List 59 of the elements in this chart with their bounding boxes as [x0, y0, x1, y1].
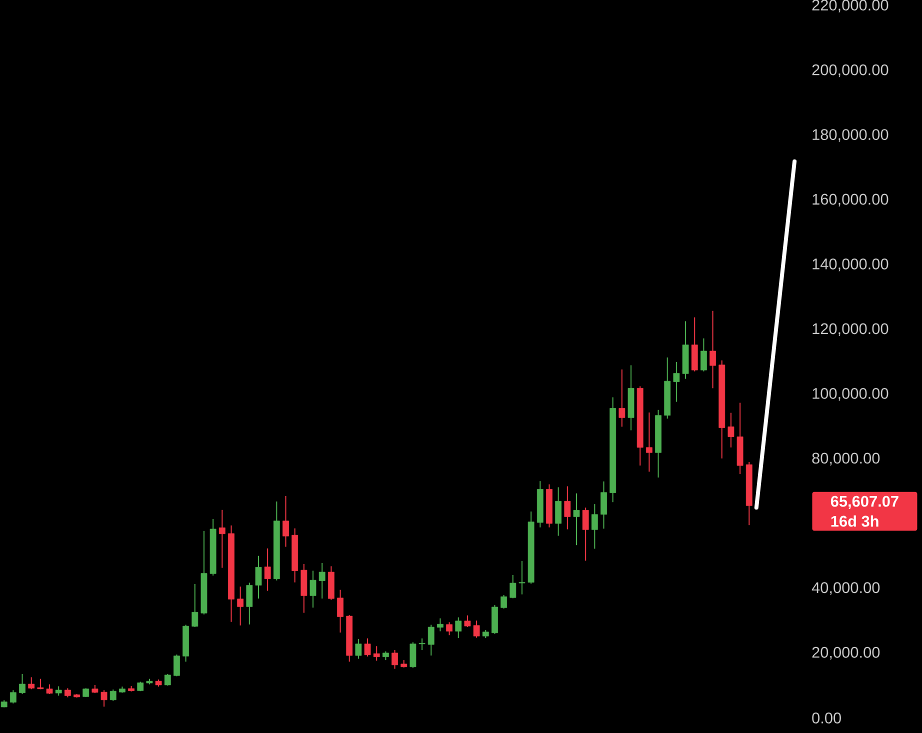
candlestick	[591, 504, 598, 550]
y-tick-label: 140,000.00	[812, 258, 888, 272]
candlestick	[428, 624, 434, 656]
candlestick	[10, 690, 16, 704]
candlestick	[64, 688, 71, 698]
candlestick	[46, 684, 53, 695]
candlestick	[518, 560, 526, 595]
candlestick	[19, 673, 26, 695]
candlestick	[373, 646, 380, 662]
candlestick	[392, 650, 398, 670]
candlestick	[264, 548, 271, 592]
candlestick	[418, 638, 426, 651]
candlestick	[510, 574, 516, 599]
candlestick	[455, 616, 462, 639]
candlestick	[28, 676, 35, 690]
candlestick	[237, 586, 244, 626]
candlestick	[582, 507, 589, 562]
candlestick	[55, 686, 62, 696]
text: 16d 3h	[831, 515, 878, 527]
candlestick	[646, 412, 652, 472]
candlestick	[410, 642, 416, 668]
candlestick	[337, 589, 344, 634]
candlestick	[618, 368, 626, 428]
candlestick	[437, 618, 444, 632]
candlestick	[218, 509, 226, 568]
y-tick-label: 120,000.00	[812, 323, 888, 336]
candlestick	[555, 486, 562, 536]
y-tick-label: 160,000.00	[812, 194, 888, 207]
candlestick	[364, 638, 371, 658]
candlestick	[700, 338, 707, 372]
candlestick	[318, 562, 326, 600]
candlestick	[174, 654, 180, 677]
candlestick	[100, 690, 108, 708]
candlestick	[473, 620, 480, 638]
candlestick	[600, 480, 607, 530]
candlestick	[573, 492, 580, 546]
candlestick	[446, 622, 452, 636]
candlestick	[192, 584, 198, 628]
candlestick	[110, 689, 116, 702]
candlestick	[564, 486, 571, 530]
candlestick	[710, 310, 716, 389]
y-tick-label: 200,000.00	[812, 64, 888, 78]
y-tick-label: 100,000.00	[812, 388, 888, 401]
candlestick	[500, 594, 508, 610]
y-tick-label: 40,000.00	[812, 582, 880, 595]
candlestick	[282, 495, 289, 548]
candlestick	[728, 412, 734, 448]
y-tick-label: 0.00	[812, 712, 841, 724]
candlestick	[673, 361, 680, 402]
candlestick	[464, 614, 471, 628]
y-tick-label: 180,000.00	[812, 129, 888, 142]
candlestick	[355, 638, 362, 660]
candlestick	[255, 555, 262, 600]
y-tick-label: 20,000.00	[812, 646, 880, 660]
candlestick	[310, 570, 316, 608]
y-tick-label: 80,000.00	[812, 452, 880, 466]
text: 65,607.07	[830, 496, 898, 510]
candlestick	[246, 582, 253, 625]
y-tick-label: 220,000.00	[812, 0, 888, 12]
